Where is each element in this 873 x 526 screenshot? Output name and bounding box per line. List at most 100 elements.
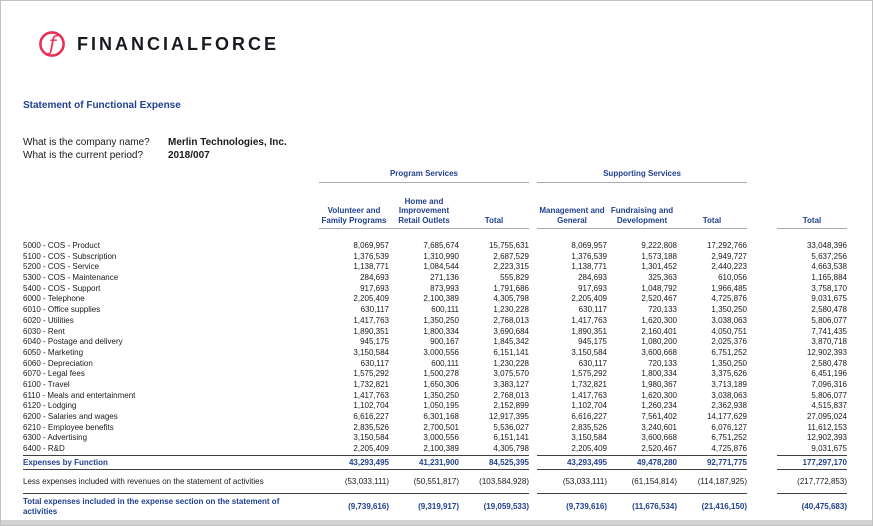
row-value: 720,133 [648, 305, 677, 315]
row-value: 1,890,351 [571, 326, 607, 336]
table-row: 6000 - Telephone 2,205,409 2,100,389 4,3… [23, 294, 847, 305]
row-value: 284,693 [578, 273, 607, 283]
less-expenses-value: (53,033,111) [562, 476, 607, 486]
less-expenses-value: (103,584,928) [479, 476, 529, 486]
row-label: 6020 - Utilities [23, 315, 74, 325]
row-value: 1,048,792 [641, 283, 677, 293]
row-value: 6,076,127 [711, 422, 747, 432]
row-value: 14,177,629 [706, 412, 747, 421]
row-value: 1,573,188 [641, 251, 677, 261]
column-header: Fundraising and Development [607, 196, 677, 229]
company-name-row: What is the company name? Merlin Technol… [23, 136, 287, 149]
row-value: 3,038,063 [711, 315, 747, 325]
less-expenses-value: (217,772,853) [797, 476, 847, 486]
row-label: 6070 - Legal fees [23, 369, 85, 379]
less-expenses-value: (53,033,111) [344, 476, 389, 486]
table-body: 5000 - COS - Product 8,069,957 7,685,674… [23, 241, 847, 455]
row-value: 900,167 [430, 337, 459, 347]
row-label: 5000 - COS - Product [23, 241, 100, 250]
row-value: 15,755,631 [488, 241, 529, 250]
less-expenses-row: Less expenses included with revenues on … [23, 470, 847, 493]
row-value: 6,301,168 [423, 412, 459, 421]
row-label: 6060 - Depreciation [23, 358, 93, 368]
row-value: 9,031,675 [811, 294, 847, 304]
financialforce-logo: ƒ FINANCIALFORCE [37, 29, 279, 59]
row-value: 3,758,170 [811, 283, 847, 293]
final-total-row: Total expenses included in the expense s… [23, 494, 847, 520]
row-value: 3,150,584 [353, 433, 389, 443]
row-value: 3,000,556 [423, 347, 459, 357]
row-label: 5400 - COS - Support [23, 283, 101, 293]
row-value: 600,111 [431, 305, 459, 315]
group-header-row: Program Services Supporting Services [23, 166, 847, 183]
column-header: Management and General [537, 196, 607, 229]
row-value: 6,751,252 [711, 433, 747, 443]
table-row: 5200 - COS - Service 1,138,771 1,084,544… [23, 262, 847, 273]
totals-value: 84,525,395 [488, 457, 529, 467]
row-value: 1,102,704 [571, 401, 607, 411]
column-header: Volunteer and Family Programs [319, 196, 389, 229]
row-value: 1,350,250 [423, 390, 459, 400]
totals-value: 43,293,495 [348, 457, 389, 467]
row-value: 2,580,478 [811, 305, 847, 315]
report-parameters: What is the company name? Merlin Technol… [23, 136, 287, 162]
row-value: 11,612,153 [807, 422, 847, 432]
row-value: 873,993 [430, 283, 459, 293]
row-value: 4,305,798 [493, 444, 529, 454]
row-value: 1,050,195 [423, 401, 459, 411]
row-value: 1,138,771 [353, 262, 389, 272]
column-header: Total [777, 196, 847, 229]
row-label: 6210 - Employee benefits [23, 422, 114, 432]
row-value: 1,620,300 [641, 315, 677, 325]
final-total-value: (11,676,534) [632, 502, 677, 512]
table-row: 6400 - R&D 2,205,409 2,100,389 4,305,798… [23, 444, 847, 455]
row-value: 1,650,306 [423, 379, 459, 389]
final-total-value: (40,475,683) [801, 502, 847, 512]
row-value: 9,031,675 [811, 444, 847, 454]
row-value: 917,693 [360, 283, 389, 293]
table-row: 6120 - Lodging 1,102,704 1,050,195 2,152… [23, 401, 847, 412]
table-row: 6010 - Office supplies 630,117 600,111 1… [23, 305, 847, 316]
current-period-question: What is the current period? [23, 150, 144, 161]
row-value: 7,096,316 [811, 379, 847, 389]
table-row: 5400 - COS - Support 917,693 873,993 1,7… [23, 284, 847, 295]
row-value: 2,362,938 [711, 401, 747, 411]
row-value: 8,069,957 [571, 241, 607, 250]
less-expenses-value: (61,154,814) [631, 476, 677, 486]
final-total-value: (19,059,533) [483, 502, 529, 512]
row-value: 9,222,808 [641, 241, 677, 250]
table-row: 6030 - Rent 1,890,351 1,800,334 3,690,68… [23, 327, 847, 338]
row-value: 3,075,570 [493, 369, 529, 379]
row-value: 2,700,501 [423, 422, 459, 432]
final-total-value: (9,319,917) [418, 502, 459, 512]
totals-value: 92,771,775 [706, 457, 747, 467]
row-value: 325,363 [648, 273, 677, 283]
group-header-supporting-services: Supporting Services [537, 166, 747, 183]
row-value: 1,350,250 [423, 315, 459, 325]
row-label: 6000 - Telephone [23, 294, 85, 304]
row-value: 945,175 [360, 337, 389, 347]
final-total-value: (21,416,150) [701, 502, 747, 512]
row-value: 6,751,252 [711, 347, 747, 357]
row-value: 3,150,584 [571, 433, 607, 443]
row-value: 2,768,013 [493, 390, 529, 400]
row-value: 1,230,228 [493, 358, 529, 368]
row-label: 6120 - Lodging [23, 401, 77, 411]
row-value: 3,690,684 [493, 326, 529, 336]
less-expenses-label: Less expenses included with revenues on … [23, 476, 264, 486]
rule-bottom [23, 519, 847, 521]
row-value: 8,069,957 [353, 241, 389, 250]
less-expenses-value: (114,187,925) [697, 476, 747, 486]
row-value: 1,417,763 [571, 390, 607, 400]
circle-f-icon: ƒ [39, 31, 65, 57]
rule-above-totals [23, 454, 847, 456]
table-row: 6060 - Depreciation 630,117 600,111 1,23… [23, 359, 847, 370]
row-value: 1,800,334 [423, 326, 459, 336]
brand-wordmark: FINANCIALFORCE [77, 33, 279, 54]
less-expenses-value: (50,551,817) [413, 476, 459, 486]
totals-value: 177,297,170 [802, 457, 848, 467]
row-value: 917,693 [578, 283, 607, 293]
row-value: 1,575,292 [353, 369, 389, 379]
row-value: 2,768,013 [493, 315, 529, 325]
